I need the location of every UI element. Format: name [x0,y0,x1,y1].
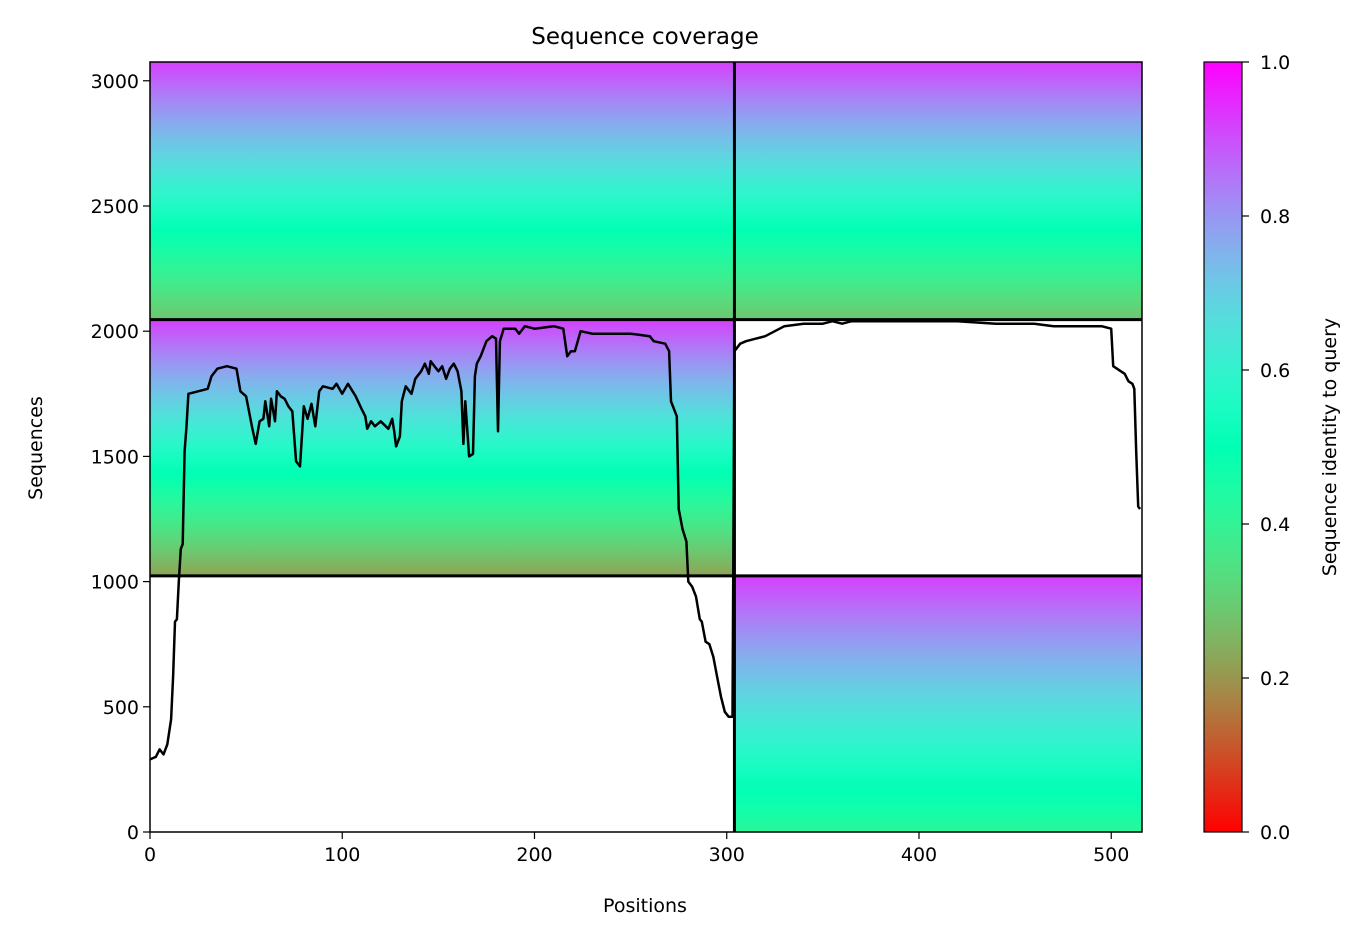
plot-frame [149,61,1143,833]
x-tick-label-500: 500 [1093,844,1129,866]
colorbar: 0.0 0.2 0.4 0.6 0.8 1.0 Sequence identity to … [1203,52,1341,844]
x-tick-label-300: 300 [709,844,745,866]
coverage-line-layer [149,319,1142,761]
msa-block-chain-b-unpaired [734,575,1142,832]
y-tick-label-1500: 1500 [91,446,139,468]
colorbar-tick-label-0.6: 0.6 [1260,360,1290,382]
chart-title: Sequence coverage [531,24,759,50]
colorbar-gradient [1203,61,1243,833]
colorbar-tick-label-0.2: 0.2 [1260,668,1290,690]
msa-block-chain-a-unpaired [150,319,735,576]
x-axis-label: Positions [603,895,687,917]
msa-block-paired [150,62,1142,320]
y-axis-ticks: 0 500 1000 1500 2000 2500 3000 [91,71,150,844]
x-tick-label-100: 100 [324,844,360,866]
y-tick-label-0: 0 [127,822,139,844]
y-axis-label: Sequences [25,396,47,500]
x-tick-label-400: 400 [901,844,937,866]
coverage-line [149,319,1142,761]
x-tick-label-200: 200 [516,844,552,866]
colorbar-tick-label-0.0: 0.0 [1260,822,1290,844]
colorbar-tick-label-1.0: 1.0 [1260,52,1290,74]
colorbar-label: Sequence identity to query [1319,318,1341,576]
x-axis-ticks: 0 100 200 300 400 500 [144,832,1129,866]
y-tick-label-2500: 2500 [91,196,139,218]
msa-heatmap [150,62,1142,832]
colorbar-tick-label-0.8: 0.8 [1260,206,1290,228]
x-tick-label-0: 0 [144,844,156,866]
colorbar-tick-label-0.4: 0.4 [1260,514,1290,536]
y-tick-label-2000: 2000 [91,321,139,343]
colorbar-ticks: 0.0 0.2 0.4 0.6 0.8 1.0 [1242,52,1290,844]
y-tick-label-3000: 3000 [91,71,139,93]
y-tick-label-500: 500 [103,697,139,719]
y-tick-label-1000: 1000 [91,572,139,594]
